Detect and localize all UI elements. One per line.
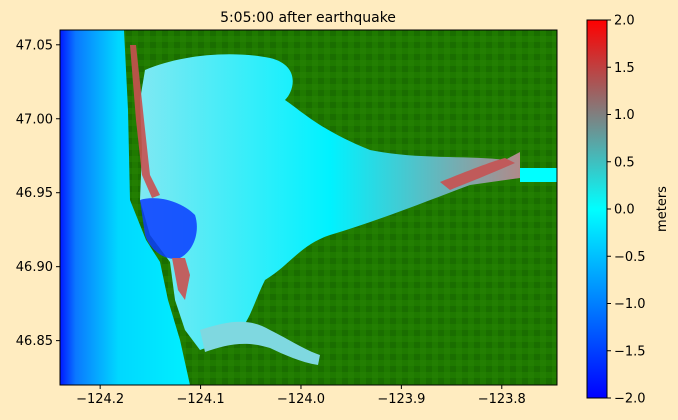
colorbar-tick-label: −2.0 xyxy=(614,392,646,407)
y-tick-label: 46.85 xyxy=(16,334,53,349)
south-channel xyxy=(200,321,320,365)
bay-water xyxy=(140,54,520,351)
colorbar-tick-label: 1.5 xyxy=(614,61,635,76)
y-tick-label: 47.00 xyxy=(16,112,53,127)
plot-area xyxy=(60,30,557,385)
colorbar-tick-label: 2.0 xyxy=(614,14,635,29)
colorbar-tick-label: −1.5 xyxy=(614,344,646,359)
north-spit-inundation xyxy=(130,45,160,198)
chart-title: 5:05:00 after earthquake xyxy=(220,10,396,26)
south-spit-inundation xyxy=(172,258,190,300)
colorbar-tick-label: 0.0 xyxy=(614,203,635,218)
y-tick-label: 46.90 xyxy=(16,260,53,275)
colorbar-tick-label: −0.5 xyxy=(614,250,646,265)
x-tick-label: −124.0 xyxy=(277,392,325,407)
x-tick-label: −123.9 xyxy=(377,392,425,407)
colorbar-tick-label: 1.0 xyxy=(614,108,635,123)
colorbar-label: meters xyxy=(655,186,670,232)
plot-frame xyxy=(59,29,558,386)
x-tick-label: −124.2 xyxy=(76,392,124,407)
ocean xyxy=(60,30,190,385)
river-inundation xyxy=(440,158,515,190)
ocean-entrance-blue xyxy=(140,198,197,259)
colorbar-axis: 2.0 1.5 1.0 0.5 0.0 −0.5 −1.0 −1.5 −2.0 xyxy=(607,14,646,407)
x-tick-label: −123.8 xyxy=(478,392,526,407)
colorbar xyxy=(586,19,608,399)
y-tick-label: 46.95 xyxy=(16,186,53,201)
colorbar-tick-label: −1.0 xyxy=(614,297,646,312)
y-axis: 46.85 46.90 46.95 47.00 47.05 xyxy=(16,38,60,349)
y-tick-label: 47.05 xyxy=(16,38,53,53)
x-axis: −124.2 −124.1 −124.0 −123.9 −123.8 xyxy=(76,385,526,407)
x-tick-label: −124.1 xyxy=(177,392,225,407)
colorbar-tick-label: 0.5 xyxy=(614,155,635,170)
